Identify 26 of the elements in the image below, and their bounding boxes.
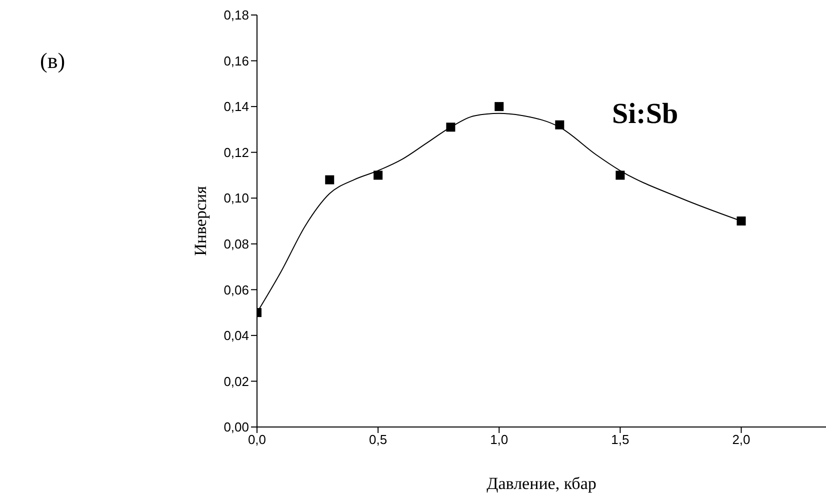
point: [736, 216, 746, 226]
x-tick-label: 2,0: [732, 432, 750, 448]
point: [325, 175, 334, 184]
annotation: Si:Sb: [612, 98, 678, 130]
y-tick-label: 0,04: [224, 328, 249, 344]
y-tick-label: 0,02: [224, 374, 249, 389]
x-tick-label: 1,0: [490, 432, 508, 448]
y-tick-label: 0,14: [224, 99, 249, 114]
x-tick-label: 0,5: [369, 432, 388, 448]
y-tick-label: 0,12: [224, 144, 249, 160]
x-tick-label: 0,0: [248, 432, 266, 448]
point: [494, 102, 504, 112]
y-tick-label: 0,00: [224, 420, 249, 435]
point: [555, 120, 564, 130]
point: [616, 170, 625, 180]
y-tick-label: 0,16: [224, 53, 249, 68]
y-tick-label: 0,10: [224, 190, 249, 206]
y-tick-label: 0,18: [224, 8, 249, 23]
point: [374, 170, 383, 180]
y-tick-label: 0,08: [224, 236, 249, 252]
x-axis-title: Давление, кбар: [486, 474, 596, 493]
point: [446, 122, 456, 132]
x-tick-label: 1,5: [611, 432, 630, 448]
y-tick-label: 0,06: [224, 282, 249, 298]
text: (в): [40, 48, 66, 73]
y-axis-title: Инверсия: [191, 186, 210, 256]
